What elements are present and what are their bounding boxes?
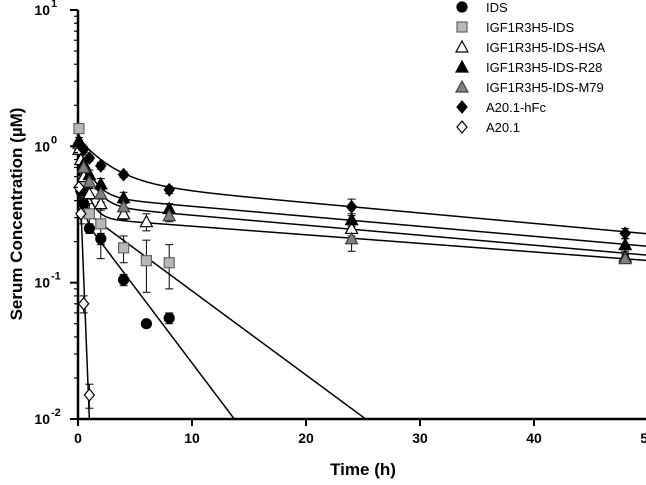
x-tick-label: 50 bbox=[640, 430, 646, 446]
data-point-igf1r3h5-ids bbox=[117, 242, 130, 254]
data-point-a20-1-hfc bbox=[163, 182, 175, 197]
data-point-a20-1 bbox=[73, 180, 85, 195]
y-axis-title: Serum Concentration (µM) bbox=[7, 108, 26, 321]
data-point-igf1r3h5-ids-r28 bbox=[344, 212, 359, 226]
data-point-ids bbox=[140, 318, 152, 330]
data-point-igf1r3h5-ids bbox=[95, 218, 107, 230]
data-point-igf1r3h5-ids bbox=[163, 257, 175, 269]
fit-line-ids bbox=[78, 117, 236, 419]
legend: IDS IGF1R3H5-IDS IGF1R3H5-IDS-HSA IGF1R3H5-… bbox=[454, 0, 606, 135]
legend-marker bbox=[456, 21, 468, 33]
y-tick-label: 10 bbox=[34, 275, 50, 291]
x-tick-label: 30 bbox=[412, 430, 428, 446]
fit-lines bbox=[78, 117, 646, 419]
data-point-a20-1-hfc bbox=[95, 158, 107, 173]
data-point-a20-1 bbox=[75, 206, 87, 221]
fit-line-igf1r3h5-ids bbox=[78, 123, 367, 419]
x-tick-label: 40 bbox=[526, 430, 542, 446]
y-tick-label: 10 bbox=[34, 138, 50, 154]
legend-label: IGF1R3H5-IDS bbox=[486, 20, 574, 35]
legend-item: IGF1R3H5-IDS bbox=[456, 20, 574, 35]
y-tick-exponent: 0 bbox=[51, 134, 57, 146]
legend-marker bbox=[454, 79, 470, 93]
data-point-igf1r3h5-ids-hsa bbox=[82, 186, 97, 200]
data-point-ids bbox=[78, 198, 90, 210]
data-point-igf1r3h5-ids-hsa bbox=[116, 206, 131, 220]
legend-item: A20.1-hFc bbox=[456, 100, 546, 115]
legend-marker bbox=[456, 100, 468, 114]
data-point-igf1r3h5-ids-hsa bbox=[139, 214, 154, 228]
data-point-ids bbox=[163, 312, 175, 324]
data-point-a20-1 bbox=[77, 296, 90, 311]
data-point-a20-1-hfc bbox=[345, 199, 358, 214]
legend-label: A20.1 bbox=[486, 120, 520, 135]
legend-item: IGF1R3H5-IDS-R28 bbox=[454, 59, 602, 75]
legend-item: IDS bbox=[456, 0, 508, 15]
legend-marker bbox=[454, 59, 470, 73]
data-point-ids bbox=[95, 233, 107, 245]
legend-marker bbox=[456, 1, 468, 13]
data-point-igf1r3h5-ids-hsa bbox=[93, 196, 108, 210]
y-tick-exponent: -2 bbox=[51, 407, 61, 419]
y-tick-exponent: 1 bbox=[51, 0, 57, 10]
legend-label: IDS bbox=[486, 0, 508, 15]
data-point-igf1r3h5-ids-m79 bbox=[618, 251, 633, 265]
y-tick-label: 10 bbox=[34, 2, 50, 18]
data-point-a20-1 bbox=[83, 388, 96, 402]
data-point-a20-1-hfc bbox=[83, 151, 96, 166]
data-point-igf1r3h5-ids bbox=[140, 255, 152, 267]
data-point-igf1r3h5-ids-m79 bbox=[162, 208, 177, 222]
legend-label: IGF1R3H5-IDS-M79 bbox=[486, 80, 604, 95]
fit-line-igf1r3h5-ids-r28 bbox=[78, 144, 646, 247]
data-point-a20-1-hfc bbox=[619, 226, 631, 241]
data-point-ids bbox=[83, 222, 96, 235]
legend-item: A20.1 bbox=[456, 120, 520, 135]
x-tick-label: 10 bbox=[184, 430, 200, 446]
data-point-igf1r3h5-ids-r28 bbox=[618, 237, 633, 251]
x-tick-label: 20 bbox=[298, 430, 314, 446]
y-tick-label: 10 bbox=[34, 411, 50, 427]
legend-marker bbox=[454, 39, 470, 53]
data-point-ids bbox=[117, 274, 130, 286]
legend-marker bbox=[456, 120, 468, 134]
data-point-igf1r3h5-ids-m79 bbox=[76, 160, 91, 174]
data-point-a20-1-hfc bbox=[77, 142, 90, 157]
y-tick-exponent: -1 bbox=[51, 271, 61, 283]
x-axis-title: Time (h) bbox=[330, 460, 396, 479]
data-point-igf1r3h5-ids-m79 bbox=[82, 174, 97, 188]
data-point-igf1r3h5-ids-m79 bbox=[116, 199, 131, 213]
x-axis-ticks: 0 10 20 30 40 50 bbox=[74, 419, 646, 446]
data-point-a20-1-hfc bbox=[117, 167, 130, 182]
legend-label: IGF1R3H5-IDS-HSA bbox=[486, 40, 606, 55]
x-tick-label: 0 bbox=[74, 430, 82, 446]
legend-item: IGF1R3H5-IDS-M79 bbox=[454, 79, 604, 95]
fit-line-igf1r3h5-ids-hsa bbox=[78, 152, 646, 262]
data-point-igf1r3h5-ids bbox=[73, 122, 85, 135]
legend-label: IGF1R3H5-IDS-R28 bbox=[486, 60, 602, 75]
data-point-igf1r3h5-ids-m79 bbox=[93, 186, 108, 200]
data-point-igf1r3h5-ids-m79 bbox=[344, 231, 359, 245]
legend-label: A20.1-hFc bbox=[486, 100, 546, 115]
data-markers bbox=[71, 122, 633, 402]
legend-item: IGF1R3H5-IDS-HSA bbox=[454, 39, 606, 55]
